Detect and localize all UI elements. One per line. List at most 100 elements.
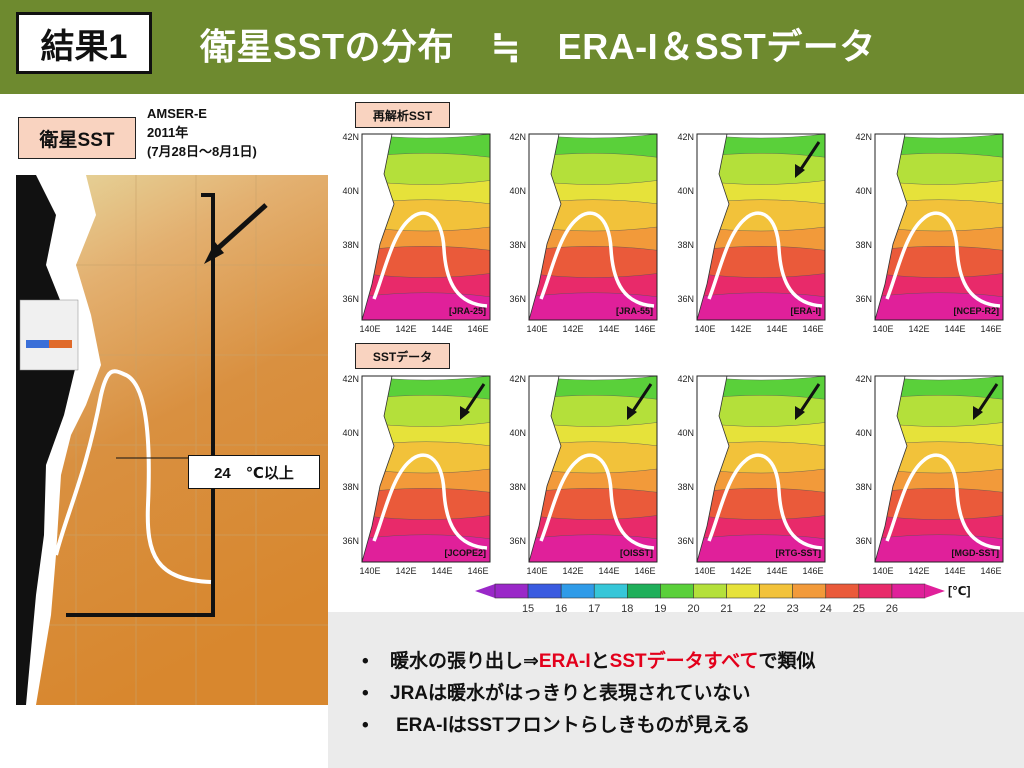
lon-tick-label: 140E bbox=[694, 566, 715, 576]
colorbar-segment bbox=[759, 583, 793, 599]
lon-tick-label: 144E bbox=[766, 324, 787, 334]
lat-tick-label: 42N bbox=[509, 374, 526, 384]
lon-tick-label: 140E bbox=[359, 324, 380, 334]
colorbar-segment bbox=[593, 583, 628, 599]
note-1-suffix: で類似 bbox=[758, 651, 816, 672]
sst-data-tag: SSTデータ bbox=[355, 343, 450, 369]
arrowhead-icon bbox=[795, 406, 805, 420]
lon-tick-label: 144E bbox=[431, 566, 452, 576]
note-1-highlight-a: ERA-I bbox=[538, 651, 591, 672]
reanalysis-tag: 再解析SST bbox=[355, 102, 450, 128]
observation-period: (7月28日～8月1日) bbox=[147, 144, 257, 159]
lon-tick-label: 146E bbox=[980, 324, 1001, 334]
lon-tick-label: 142E bbox=[562, 324, 583, 334]
lon-tick-label: 146E bbox=[467, 566, 488, 576]
lon-tick-label: 144E bbox=[431, 324, 452, 334]
arrow-icon bbox=[462, 383, 486, 415]
arrowhead-icon bbox=[460, 406, 470, 420]
colorbar-segment bbox=[527, 583, 562, 599]
colorbar-segment bbox=[627, 583, 661, 599]
colorbar-unit: [℃] bbox=[948, 584, 971, 598]
lat-tick-label: 38N bbox=[509, 482, 526, 492]
lat-tick-label: 42N bbox=[342, 132, 359, 142]
slide-title: 衛星SSTの分布 ≒ ERA-I＆SSTデータ bbox=[200, 26, 876, 67]
colorbar-segment bbox=[792, 583, 827, 599]
note-3-text: ERA-IはSSTフロントらしきものが見える bbox=[396, 715, 751, 736]
header-bar bbox=[0, 0, 1024, 94]
lat-tick-label: 38N bbox=[677, 482, 694, 492]
reanalysis-panel-3: 42N 40N 38N 36N 140E 142E 144E 146E [ERA-I] bbox=[665, 128, 830, 338]
lat-tick-label: 38N bbox=[677, 240, 694, 250]
lat-tick-label: 36N bbox=[342, 294, 359, 304]
lon-tick-label: 140E bbox=[694, 324, 715, 334]
note-2-text: JRAは暖水がはっきりと表現されていない bbox=[390, 683, 751, 704]
note-1-joiner: と bbox=[590, 651, 610, 672]
reanalysis-panel-2: 42N 40N 38N 36N 140E 142E 144E 146E [JRA-55] bbox=[497, 128, 662, 338]
lon-tick-label: 140E bbox=[872, 324, 893, 334]
note-item-2: • JRAは暖水がはっきりと表現されていない bbox=[362, 678, 750, 705]
lat-tick-label: 36N bbox=[509, 536, 526, 546]
lat-tick-label: 36N bbox=[509, 294, 526, 304]
lon-tick-label: 144E bbox=[944, 566, 965, 576]
panel-source-label: [OISST] bbox=[620, 548, 653, 558]
colorbar-segment bbox=[494, 583, 529, 599]
lon-tick-label: 140E bbox=[872, 566, 893, 576]
lon-tick-label: 142E bbox=[908, 324, 929, 334]
lat-tick-label: 38N bbox=[855, 240, 872, 250]
satellite-sst-map bbox=[16, 175, 328, 705]
arrowhead-icon bbox=[973, 406, 983, 420]
colorbar-segment bbox=[891, 583, 926, 599]
lon-tick-label: 146E bbox=[634, 324, 655, 334]
reanalysis-panel-4: 42N 40N 38N 36N 140E 142E 144E 146E [NCEP-R2] bbox=[843, 128, 1008, 338]
lon-tick-label: 140E bbox=[359, 566, 380, 576]
lat-tick-label: 42N bbox=[855, 132, 872, 142]
sst-data-panel-4: 42N 40N 38N 36N 140E 142E 144E 146E [MGD-SST] bbox=[843, 370, 1008, 580]
colorbar-segment bbox=[693, 583, 727, 599]
lat-tick-label: 40N bbox=[855, 428, 872, 438]
lat-tick-label: 36N bbox=[677, 294, 694, 304]
colorbar-segment bbox=[560, 583, 595, 599]
lon-tick-label: 142E bbox=[562, 566, 583, 576]
arrow-icon bbox=[629, 383, 653, 415]
lon-tick-label: 146E bbox=[467, 324, 488, 334]
arrowhead-icon bbox=[795, 164, 805, 178]
satellite-sst-tag: 衛星SST bbox=[18, 117, 136, 159]
lat-tick-label: 40N bbox=[677, 428, 694, 438]
bullet-icon: • bbox=[362, 651, 369, 672]
lon-tick-label: 142E bbox=[908, 566, 929, 576]
sensor-name: AMSER-E bbox=[147, 106, 207, 121]
lat-tick-label: 42N bbox=[342, 374, 359, 384]
lon-tick-label: 144E bbox=[944, 324, 965, 334]
colorbar-min-arrow bbox=[475, 584, 495, 598]
lat-tick-label: 36N bbox=[855, 294, 872, 304]
panel-source-label: [ERA-I] bbox=[791, 306, 822, 316]
panel-source-label: [RTG-SST] bbox=[776, 548, 822, 558]
bullet-icon: • bbox=[362, 683, 369, 704]
lon-tick-label: 142E bbox=[730, 324, 751, 334]
sst-data-panel-1: 42N 40N 38N 36N 140E 142E 144E 146E [JCOPE2] bbox=[330, 370, 495, 580]
lon-tick-label: 146E bbox=[802, 324, 823, 334]
lat-tick-label: 42N bbox=[509, 132, 526, 142]
lat-tick-label: 36N bbox=[677, 536, 694, 546]
lat-tick-label: 40N bbox=[677, 186, 694, 196]
note-1-text: 暖水の張り出し⇒ bbox=[390, 651, 539, 672]
colorbar-segment bbox=[825, 583, 860, 599]
lon-tick-label: 144E bbox=[598, 566, 619, 576]
lon-tick-label: 146E bbox=[980, 566, 1001, 576]
panel-source-label: [JRA-55] bbox=[616, 306, 653, 316]
colorbar-segment bbox=[660, 583, 694, 599]
arrowhead-icon bbox=[627, 406, 637, 420]
lat-tick-label: 42N bbox=[677, 374, 694, 384]
panel-source-label: [JCOPE2] bbox=[444, 548, 486, 558]
note-item-1: • 暖水の張り出し⇒ERA-IとSSTデータすべてで類似 bbox=[362, 646, 816, 673]
bullet-icon: • bbox=[362, 715, 369, 736]
colorbar-segment bbox=[726, 583, 760, 599]
threshold-callout: 24 ℃以上 bbox=[188, 455, 320, 489]
lat-tick-label: 36N bbox=[855, 536, 872, 546]
lat-tick-label: 40N bbox=[509, 186, 526, 196]
arrow-icon bbox=[975, 383, 999, 415]
notes-box: • 暖水の張り出し⇒ERA-IとSSTデータすべてで類似 • JRAは暖水がはっきり… bbox=[328, 612, 1024, 768]
lon-tick-label: 146E bbox=[802, 566, 823, 576]
colorbar-segment bbox=[858, 583, 893, 599]
lat-tick-label: 42N bbox=[855, 374, 872, 384]
